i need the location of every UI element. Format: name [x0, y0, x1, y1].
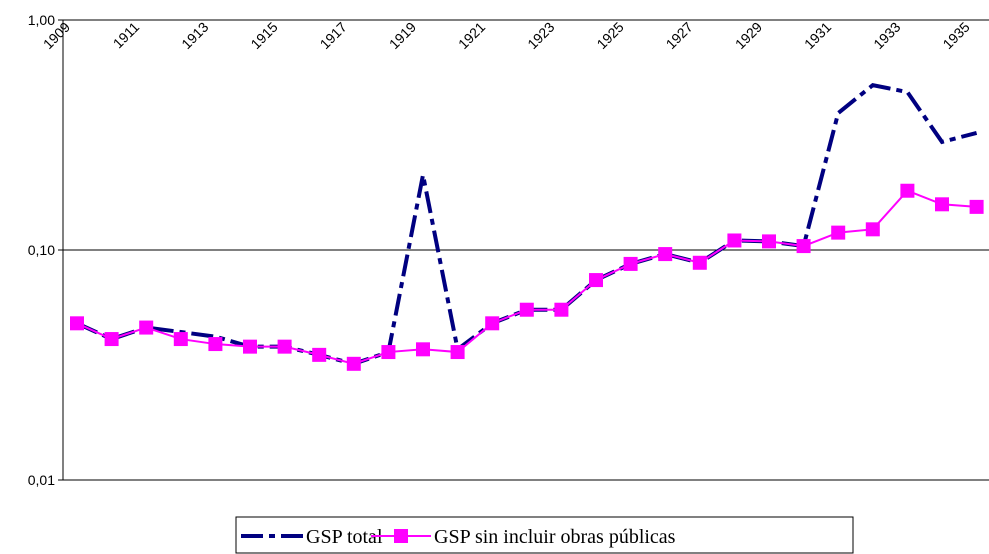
series-marker	[969, 199, 984, 214]
series-marker	[865, 222, 880, 237]
x-tick-label: 1933	[870, 19, 903, 52]
series-marker	[519, 302, 534, 317]
series-marker	[312, 347, 327, 362]
x-tick-label: 1931	[801, 19, 834, 52]
series-marker	[381, 345, 396, 360]
series-line	[76, 82, 978, 366]
y-tick-label: 1,00	[28, 12, 55, 28]
x-tick-label: 1923	[524, 19, 557, 52]
series-marker	[416, 342, 430, 357]
x-tick-label: 1913	[178, 19, 211, 52]
series-marker	[727, 233, 742, 248]
x-tick-label: 1919	[386, 19, 419, 52]
series-marker	[173, 332, 188, 347]
series-marker	[485, 316, 500, 331]
series-marker	[589, 273, 603, 288]
legend-swatch	[394, 529, 408, 543]
series-marker	[346, 356, 361, 371]
series-marker	[796, 239, 811, 254]
x-tick-label: 1935	[939, 19, 972, 52]
y-tick-label: 0,10	[28, 242, 55, 258]
series-marker	[831, 225, 846, 240]
series-marker	[658, 247, 673, 262]
series-marker	[104, 332, 119, 347]
x-tick-label: 1929	[732, 19, 765, 52]
x-tick-label: 1927	[663, 19, 696, 52]
legend-box	[235, 516, 854, 554]
x-tick-label: 1915	[247, 19, 280, 52]
legend-label: GSP sin incluir obras públicas	[434, 526, 676, 548]
series-marker	[692, 255, 707, 270]
x-tick-label: 1925	[593, 19, 626, 52]
series-marker	[554, 302, 569, 317]
series-marker	[900, 183, 915, 198]
series-marker	[243, 339, 257, 354]
series-marker	[277, 339, 292, 354]
series-marker	[208, 337, 223, 352]
legend-label: GSP total	[306, 526, 383, 548]
x-tick-label: 1921	[455, 19, 488, 52]
x-tick-label: 1917	[317, 19, 350, 52]
series-marker	[70, 316, 84, 331]
series-marker	[935, 197, 949, 212]
series-marker	[139, 320, 154, 335]
series-marker	[450, 345, 465, 360]
series-marker	[623, 256, 638, 271]
series-marker	[762, 234, 776, 249]
y-tick-label: 0,01	[28, 472, 55, 488]
x-tick-label: 1911	[110, 19, 143, 52]
